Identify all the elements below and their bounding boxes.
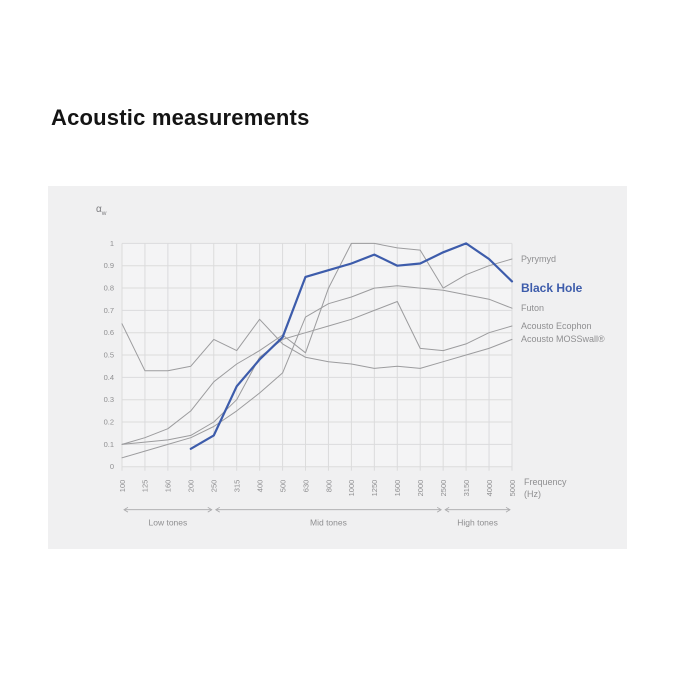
x-tick-label: 5000: [508, 480, 517, 497]
series-line-acousto-mosswall-: [121, 318, 513, 372]
y-axis-title: αw: [96, 204, 106, 217]
y-axis-title-base: α: [96, 204, 102, 215]
band-label: Mid tones: [310, 518, 347, 528]
y-tick-label: 0.5: [104, 351, 114, 360]
x-tick-label: 2000: [416, 480, 425, 497]
x-axis-title: Frequency (Hz): [524, 476, 567, 500]
x-tick-label: 1600: [393, 480, 402, 497]
x-tick-label: 200: [187, 480, 196, 493]
y-tick-label: 0.9: [104, 261, 114, 270]
x-tick-label: 250: [210, 480, 219, 493]
y-tick-label: 1: [110, 239, 114, 248]
y-tick-label: 0.2: [104, 418, 114, 427]
chart-panel: 1 0.9 0.8 0.7 0.6 0.5 0.4 0.3 0.2 0.1 0 100 125 160 20…: [48, 186, 627, 549]
legend-item-black-hole: Black Hole: [521, 281, 583, 295]
y-tick-label: 0.1: [104, 440, 114, 449]
band-arrowhead-right: [436, 506, 442, 513]
band-arrowhead-left: [444, 506, 450, 513]
x-axis-title-line2: (Hz): [524, 489, 541, 499]
x-tick-label: 160: [164, 480, 173, 493]
x-axis-title-line1: Frequency: [524, 477, 567, 487]
legend-item-pyrymyd: Pyrymyd: [521, 254, 557, 264]
y-tick-label: 0.7: [104, 306, 114, 315]
band-arrowhead-right: [207, 506, 213, 513]
x-tick-label: 630: [301, 480, 310, 493]
y-tick-label: 0.8: [104, 284, 114, 293]
x-tick-label: 125: [141, 480, 150, 493]
page-title: Acoustic measurements: [51, 105, 310, 130]
band-arrowhead-right: [505, 506, 511, 513]
y-tick-label: 0.4: [104, 373, 114, 382]
chart-svg: 1 0.9 0.8 0.7 0.6 0.5 0.4 0.3 0.2 0.1 0 100 125 160 20…: [104, 239, 517, 528]
x-tick-label: 3150: [462, 480, 471, 497]
legend-item-futon: Futon: [521, 303, 545, 313]
series-line-black-hole: [189, 242, 514, 450]
y-axis-title-sub: w: [101, 210, 107, 217]
x-tick-label: 1000: [347, 480, 356, 497]
band-arrowhead-left: [214, 506, 220, 513]
y-tick-label: 0.6: [104, 328, 114, 337]
x-tick-label: 800: [324, 480, 333, 493]
series-line-futon: [121, 285, 513, 459]
legend-item-acousto-ecophon: Acousto Ecophon: [521, 321, 592, 331]
x-tick-label: 4000: [485, 480, 494, 497]
x-tick-label: 400: [255, 480, 264, 493]
band-label: High tones: [457, 518, 498, 528]
legend-item-acousto-mosswall-: Acousto MOSSwall®: [521, 334, 605, 344]
band-arrowhead-left: [123, 506, 129, 513]
x-tick-label: 2500: [439, 480, 448, 497]
x-tick-label: 100: [118, 480, 127, 493]
x-tick-label: 500: [278, 480, 287, 493]
series-line-pyrymyd: [121, 242, 513, 445]
y-tick-label: 0.3: [104, 395, 114, 404]
y-tick-label: 0: [110, 462, 114, 471]
series-line-acousto-ecophon: [121, 301, 513, 445]
x-tick-label: 315: [233, 480, 242, 493]
band-label: Low tones: [149, 518, 188, 528]
x-tick-label: 1250: [370, 480, 379, 497]
